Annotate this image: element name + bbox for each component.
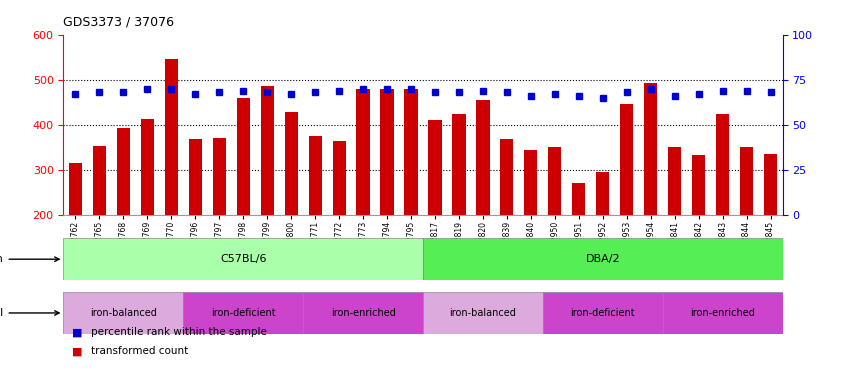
Bar: [453, 114, 465, 215]
Text: iron-balanced: iron-balanced: [90, 308, 157, 318]
Bar: [543, 292, 662, 334]
Bar: [764, 154, 777, 215]
Text: protocol: protocol: [0, 308, 59, 318]
Bar: [572, 184, 585, 215]
Text: strain: strain: [0, 254, 59, 264]
Bar: [662, 292, 783, 334]
Text: iron-deficient: iron-deficient: [570, 308, 635, 318]
Bar: [261, 86, 274, 215]
Bar: [548, 147, 562, 215]
Bar: [356, 89, 370, 215]
Bar: [620, 104, 634, 215]
Bar: [93, 146, 106, 215]
Bar: [303, 292, 423, 334]
Bar: [423, 238, 783, 280]
Bar: [668, 147, 681, 215]
Bar: [525, 150, 537, 215]
Text: transformed count: transformed count: [91, 346, 188, 356]
Bar: [309, 136, 321, 215]
Bar: [63, 292, 184, 334]
Bar: [692, 156, 706, 215]
Text: iron-enriched: iron-enriched: [331, 308, 396, 318]
Text: percentile rank within the sample: percentile rank within the sample: [91, 327, 266, 337]
Bar: [404, 89, 418, 215]
Text: GDS3373 / 37076: GDS3373 / 37076: [63, 15, 174, 28]
Bar: [332, 141, 346, 215]
Bar: [596, 172, 609, 215]
Bar: [381, 89, 393, 215]
Bar: [184, 292, 303, 334]
Bar: [212, 138, 226, 215]
Bar: [140, 119, 154, 215]
Bar: [237, 98, 250, 215]
Bar: [740, 147, 753, 215]
Text: ■: ■: [72, 346, 82, 356]
Bar: [117, 128, 130, 215]
Text: ■: ■: [72, 327, 82, 337]
Bar: [69, 163, 82, 215]
Bar: [428, 120, 442, 215]
Text: DBA/2: DBA/2: [585, 254, 620, 264]
Bar: [63, 238, 423, 280]
Text: C57BL/6: C57BL/6: [220, 254, 266, 264]
Text: iron-deficient: iron-deficient: [211, 308, 276, 318]
Bar: [189, 139, 202, 215]
Bar: [423, 292, 543, 334]
Bar: [500, 139, 514, 215]
Text: iron-enriched: iron-enriched: [690, 308, 755, 318]
Bar: [644, 83, 657, 215]
Bar: [284, 112, 298, 215]
Bar: [165, 60, 178, 215]
Bar: [476, 100, 490, 215]
Text: iron-balanced: iron-balanced: [449, 308, 516, 318]
Bar: [716, 114, 729, 215]
